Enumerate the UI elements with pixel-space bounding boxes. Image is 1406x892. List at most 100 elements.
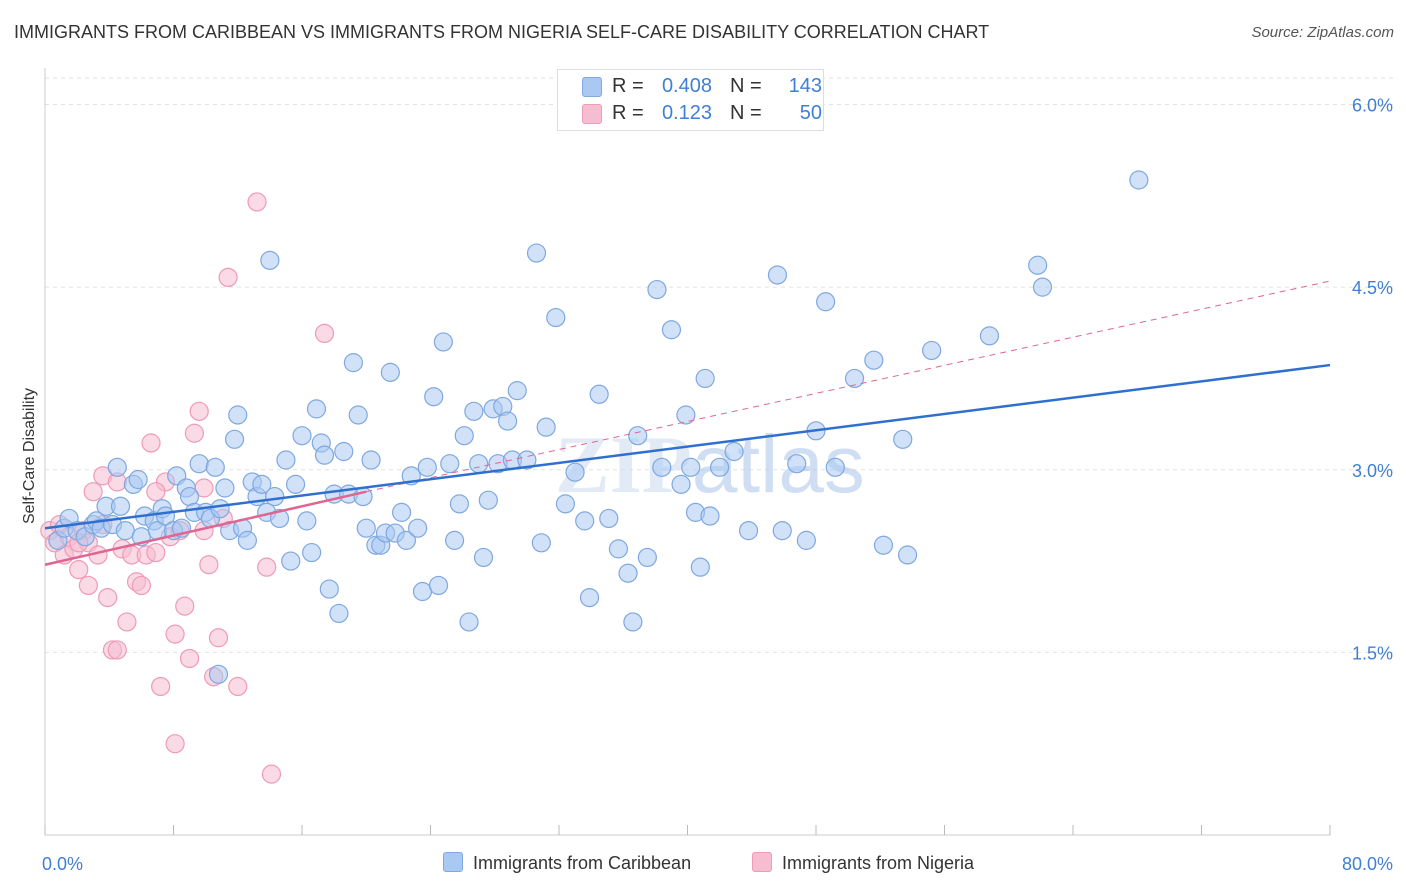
legend-label: Immigrants from Caribbean bbox=[473, 853, 692, 873]
legend-item-caribbean: Immigrants from Caribbean bbox=[443, 852, 691, 876]
nigeria-point bbox=[131, 575, 151, 596]
caribbean-point bbox=[297, 511, 317, 531]
nigeria-point bbox=[199, 555, 219, 575]
r-label: R = bbox=[612, 102, 644, 124]
caribbean-point bbox=[599, 508, 619, 529]
caribbean-point bbox=[676, 405, 696, 425]
caribbean-point bbox=[329, 603, 349, 624]
caribbean-point bbox=[224, 429, 245, 449]
n-value: 143 bbox=[788, 75, 822, 97]
caribbean-point bbox=[546, 307, 566, 328]
y-tick-label: 4.5% bbox=[1352, 278, 1393, 298]
caribbean-point bbox=[873, 535, 894, 555]
caribbean-point bbox=[319, 579, 339, 599]
legend-item-nigeria: Immigrants from Nigeria bbox=[752, 852, 974, 876]
caribbean-point bbox=[526, 243, 547, 263]
grid-lines bbox=[45, 77, 1395, 653]
stats-legend: R = 0.408 N = 143 R = 0.123 N = 50 bbox=[557, 69, 824, 131]
trend-lines bbox=[44, 280, 1331, 566]
caribbean-point bbox=[498, 411, 518, 431]
caribbean-point bbox=[1032, 277, 1053, 297]
caribbean-point bbox=[440, 454, 460, 474]
legend-label: Immigrants from Nigeria bbox=[782, 853, 975, 873]
nigeria-swatch bbox=[752, 852, 772, 872]
nigeria-point bbox=[189, 401, 209, 421]
caribbean-point bbox=[772, 521, 792, 541]
caribbean-point bbox=[115, 521, 135, 541]
nigeria-point bbox=[78, 575, 98, 596]
caribbean-point bbox=[864, 350, 884, 370]
caribbean-swatch bbox=[443, 852, 463, 872]
n-label: N = bbox=[730, 75, 762, 97]
caribbean-point bbox=[565, 462, 585, 482]
caribbean-point bbox=[110, 496, 131, 516]
caribbean-point bbox=[893, 429, 913, 449]
caribbean-point bbox=[314, 445, 335, 465]
nigeria-point bbox=[98, 587, 118, 608]
caribbean-point bbox=[265, 486, 285, 507]
caribbean-point bbox=[690, 557, 710, 577]
nigeria-point bbox=[83, 482, 103, 502]
caribbean-point bbox=[353, 486, 373, 507]
caribbean-trend-line bbox=[44, 363, 1331, 530]
caribbean-point bbox=[128, 469, 148, 490]
caribbean-point bbox=[292, 426, 312, 446]
x-tick-label: 0.0% bbox=[42, 854, 83, 874]
caribbean-point bbox=[816, 292, 836, 312]
caribbean-point bbox=[302, 542, 322, 563]
nigeria-point bbox=[314, 323, 335, 344]
axis-labels: 1.5% 3.0% 4.5% 6.0% 0.0% 80.0% Self-Care Disab… bbox=[21, 96, 1393, 874]
nigeria-point bbox=[218, 267, 238, 288]
caribbean-point bbox=[361, 450, 381, 470]
nigeria-point bbox=[247, 192, 267, 212]
caribbean-point bbox=[276, 450, 296, 470]
caribbean-point bbox=[618, 563, 638, 583]
caribbean-point bbox=[825, 457, 845, 477]
caribbean-point bbox=[473, 547, 494, 568]
caribbean-point bbox=[767, 265, 788, 285]
caribbean-point bbox=[652, 457, 672, 477]
caribbean-point bbox=[412, 581, 433, 602]
nigeria-point bbox=[184, 423, 204, 443]
caribbean-point bbox=[285, 474, 306, 494]
y-tick-label: 1.5% bbox=[1352, 643, 1393, 663]
caribbean-point bbox=[1129, 170, 1149, 190]
nigeria-point bbox=[175, 596, 195, 616]
caribbean-point bbox=[306, 399, 327, 419]
caribbean-point bbox=[671, 474, 691, 494]
caribbean-point bbox=[608, 539, 629, 559]
caribbean-swatch bbox=[582, 77, 602, 97]
caribbean-point bbox=[575, 511, 595, 531]
caribbean-point bbox=[681, 457, 701, 477]
caribbean-point bbox=[428, 575, 449, 596]
caribbean-point bbox=[237, 530, 257, 550]
chart-title: IMMIGRANTS FROM CARIBBEAN VS IMMIGRANTS … bbox=[14, 22, 990, 42]
nigeria-point bbox=[117, 612, 137, 632]
caribbean-point bbox=[205, 457, 225, 477]
caribbean-point bbox=[391, 502, 412, 522]
caribbean-point bbox=[979, 326, 1000, 346]
caribbean-point bbox=[844, 368, 865, 389]
nigeria-point bbox=[141, 433, 161, 453]
nigeria-point bbox=[208, 628, 229, 648]
nigeria-point bbox=[257, 557, 277, 577]
caribbean-point bbox=[444, 530, 465, 550]
nigeria-point bbox=[146, 542, 166, 563]
y-tick-label: 3.0% bbox=[1352, 461, 1393, 481]
r-value: 0.123 bbox=[661, 102, 712, 124]
caribbean-point bbox=[269, 508, 290, 529]
caribbean-point bbox=[208, 664, 229, 684]
caribbean-point bbox=[478, 490, 498, 510]
caribbean-point bbox=[661, 320, 682, 340]
caribbean-point bbox=[738, 521, 759, 541]
caribbean-point bbox=[1028, 255, 1048, 275]
nigeria-point bbox=[165, 624, 185, 644]
caribbean-point bbox=[189, 454, 209, 474]
caribbean-point bbox=[449, 494, 470, 514]
caribbean-point bbox=[787, 454, 807, 474]
caribbean-point bbox=[628, 426, 648, 446]
r-value: 0.408 bbox=[661, 75, 712, 97]
r-label: R = bbox=[612, 75, 644, 97]
nigeria-point bbox=[261, 764, 282, 784]
